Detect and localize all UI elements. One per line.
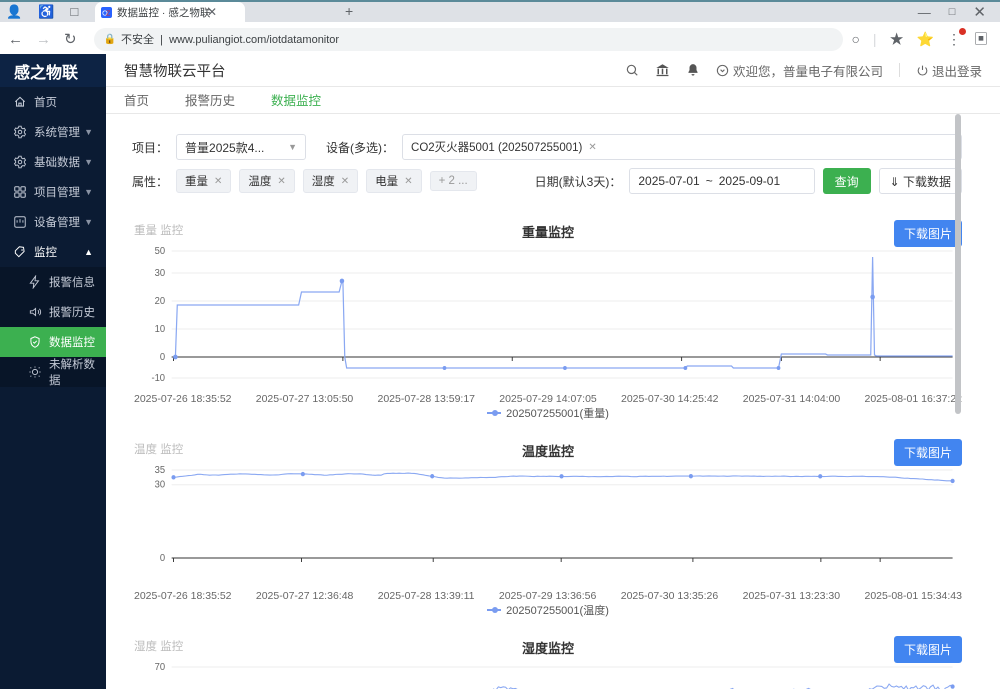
svg-text:35: 35	[155, 465, 165, 476]
svg-text:Z: Z	[106, 9, 111, 17]
svg-text:20: 20	[155, 296, 166, 307]
svg-text:10: 10	[155, 324, 166, 335]
svg-text:30: 30	[155, 268, 166, 279]
svg-text:50: 50	[155, 246, 166, 257]
svg-text:70: 70	[155, 662, 166, 673]
svg-text:0: 0	[160, 352, 166, 363]
svg-text:0: 0	[160, 553, 166, 564]
svg-text:-10: -10	[151, 373, 165, 384]
svg-text:30: 30	[155, 479, 166, 490]
